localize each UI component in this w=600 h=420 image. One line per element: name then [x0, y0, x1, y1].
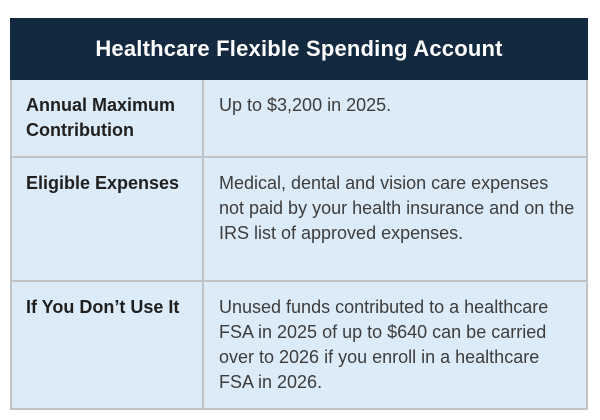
row-label-if-you-dont-use-it: If You Don’t Use It: [12, 282, 204, 408]
row-value-eligible-expenses: Medical, dental and vision care expenses…: [204, 158, 586, 280]
table-title: Healthcare Flexible Spending Account: [10, 18, 588, 80]
table-body: Annual Maximum Contribution Up to $3,200…: [10, 80, 588, 410]
table-row: If You Don’t Use It Unused funds contrib…: [12, 282, 586, 408]
row-value-annual-maximum-contribution: Up to $3,200 in 2025.: [204, 80, 586, 156]
row-label-annual-maximum-contribution: Annual Maximum Contribution: [12, 80, 204, 156]
table-row: Eligible Expenses Medical, dental and vi…: [12, 158, 586, 282]
fsa-benefits-table: Healthcare Flexible Spending Account Ann…: [10, 18, 588, 410]
table-row: Annual Maximum Contribution Up to $3,200…: [12, 80, 586, 158]
row-label-eligible-expenses: Eligible Expenses: [12, 158, 204, 280]
row-value-if-you-dont-use-it: Unused funds contributed to a healthcare…: [204, 282, 586, 408]
